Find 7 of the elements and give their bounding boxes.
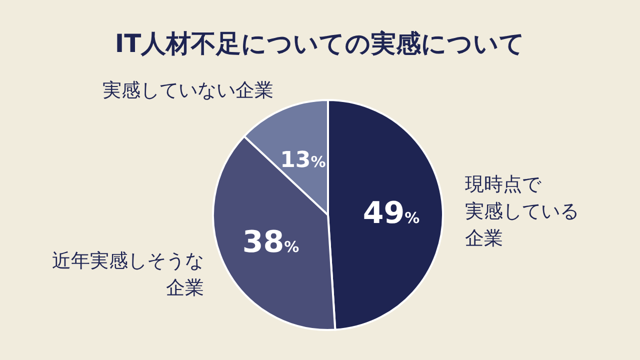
slice-label: 実感していない企業	[102, 79, 274, 102]
slice-label: 現時点で実感している企業	[464, 174, 579, 250]
data-label: 49%	[362, 196, 420, 232]
data-label: 38%	[242, 224, 300, 260]
chart-title: IT人材不足についての実感について	[114, 29, 526, 58]
slice-label: 近年実感しそうな企業	[52, 250, 204, 299]
data-label: 13%	[280, 148, 326, 173]
